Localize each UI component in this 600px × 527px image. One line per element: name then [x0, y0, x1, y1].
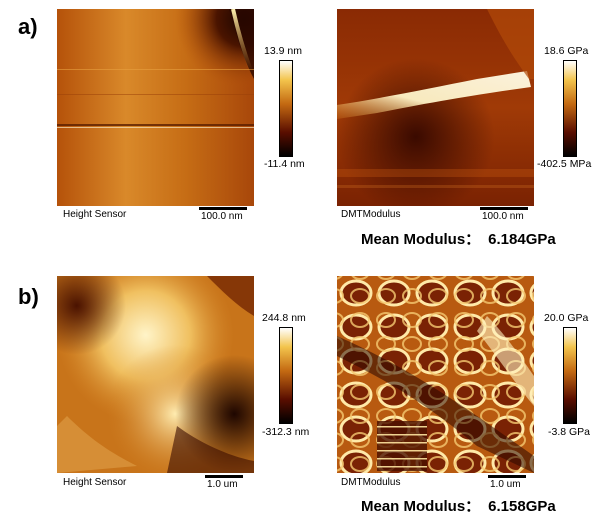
panel-b-height-cbar-min: -312.3 nm — [262, 426, 310, 438]
panel-a-height-scalebar-label: 100.0 nm — [201, 211, 243, 222]
panel-a-modulus-scalebar-label: 100.0 nm — [482, 211, 524, 222]
panel-b-height-scalebar-label: 1.0 um — [207, 479, 238, 490]
panel-b-modulus-scalebar — [488, 475, 526, 478]
panel-b-height-cbar-max: 244.8 nm — [262, 312, 306, 324]
panel-b-mean-value: 6.158GPa — [488, 498, 556, 515]
panel-a-height-channel: Height Sensor — [63, 209, 127, 220]
panel-b-height-scalebar — [205, 475, 243, 478]
panel-b-height-image — [57, 276, 254, 473]
panel-a-mean-value: 6.184GPa — [488, 231, 556, 248]
panel-a-label: a) — [18, 14, 38, 39]
panel-a-mean-label: Mean Modulus： — [361, 231, 481, 248]
panel-a-modulus-cbar-max: 18.6 GPa — [544, 45, 589, 57]
panel-a-height-cbar-max: 13.9 nm — [264, 45, 302, 57]
panel-a-modulus-image — [337, 9, 534, 206]
panel-b-modulus-cbar-max: 20.0 GPa — [544, 312, 589, 324]
panel-a-height-cbar-min: -11.4 nm — [264, 158, 305, 170]
panel-a-height-colorbar — [279, 60, 293, 157]
panel-b-mean-label: Mean Modulus： — [361, 498, 481, 515]
panel-b-label: b) — [18, 284, 39, 309]
panel-a-height-image — [57, 9, 254, 206]
panel-b-mean-modulus: Mean Modulus： 6.158GPa — [361, 495, 556, 516]
panel-b-modulus-colorbar — [563, 327, 577, 424]
panel-a-modulus-scalebar — [480, 207, 528, 210]
panel-a-modulus-cbar-min: -402.5 MPa — [537, 158, 592, 170]
panel-b-modulus-image — [337, 276, 534, 473]
panel-a-mean-modulus: Mean Modulus： 6.184GPa — [361, 228, 556, 249]
panel-b-height-colorbar — [279, 327, 293, 424]
panel-b-height-channel: Height Sensor — [63, 477, 127, 488]
panel-a-height-scalebar — [199, 207, 247, 210]
panel-b-modulus-channel: DMTModulus — [341, 477, 401, 488]
panel-a-modulus-colorbar — [563, 60, 577, 157]
panel-b-modulus-cbar-min: -3.8 GPa — [548, 426, 591, 438]
panel-b-modulus-scalebar-label: 1.0 um — [490, 479, 521, 490]
panel-a-modulus-channel: DMTModulus — [341, 209, 401, 220]
